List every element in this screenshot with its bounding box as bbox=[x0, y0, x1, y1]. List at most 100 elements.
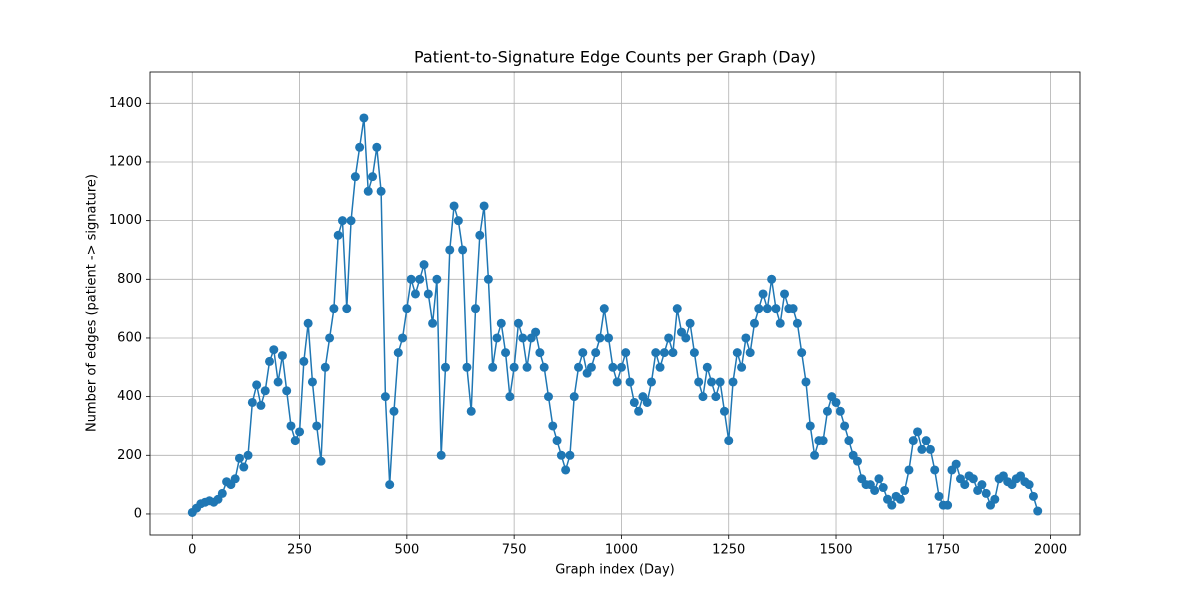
point-marker bbox=[775, 318, 785, 328]
point-marker bbox=[925, 444, 935, 454]
point-marker bbox=[651, 348, 661, 358]
point-marker bbox=[737, 362, 747, 372]
point-marker bbox=[548, 421, 558, 431]
x-tick-label: 1250 bbox=[712, 543, 745, 558]
point-marker bbox=[711, 392, 721, 402]
point-marker bbox=[492, 333, 502, 343]
point-marker bbox=[835, 406, 845, 416]
axes-frame bbox=[149, 71, 1081, 536]
point-marker bbox=[398, 333, 408, 343]
point-marker bbox=[230, 474, 240, 484]
point-marker bbox=[505, 392, 515, 402]
point-marker bbox=[518, 333, 528, 343]
point-marker bbox=[372, 142, 382, 152]
point-marker bbox=[913, 427, 923, 437]
point-marker bbox=[385, 480, 395, 490]
point-marker bbox=[531, 327, 541, 337]
point-marker bbox=[797, 348, 807, 358]
point-marker bbox=[745, 348, 755, 358]
point-marker bbox=[423, 289, 433, 299]
point-marker bbox=[1033, 506, 1043, 516]
point-marker bbox=[286, 421, 296, 431]
x-tick-label: 750 bbox=[502, 543, 527, 558]
x-tick-label: 1500 bbox=[819, 543, 852, 558]
point-marker bbox=[368, 172, 378, 182]
point-marker bbox=[299, 356, 309, 366]
point-marker bbox=[359, 113, 369, 123]
point-marker bbox=[629, 397, 639, 407]
point-marker bbox=[406, 274, 416, 284]
point-marker bbox=[346, 216, 356, 226]
point-marker bbox=[325, 333, 335, 343]
point-marker bbox=[655, 362, 665, 372]
point-marker bbox=[900, 485, 910, 495]
point-marker bbox=[428, 318, 438, 328]
point-marker bbox=[852, 456, 862, 466]
point-marker bbox=[887, 500, 897, 510]
point-marker bbox=[780, 289, 790, 299]
point-marker bbox=[870, 485, 880, 495]
point-marker bbox=[561, 465, 571, 475]
point-marker bbox=[316, 456, 326, 466]
point-marker bbox=[659, 348, 669, 358]
point-marker bbox=[513, 318, 523, 328]
point-marker bbox=[694, 377, 704, 387]
y-axis-label: Number of edges (patient -> signature) bbox=[85, 174, 100, 432]
point-marker bbox=[252, 380, 262, 390]
point-marker bbox=[702, 362, 712, 372]
point-marker bbox=[741, 333, 751, 343]
point-marker bbox=[981, 488, 991, 498]
point-marker bbox=[792, 318, 802, 328]
point-marker bbox=[672, 304, 682, 314]
y-tick-label: 400 bbox=[117, 389, 142, 404]
point-marker bbox=[239, 462, 249, 472]
point-marker bbox=[329, 304, 339, 314]
point-marker bbox=[453, 216, 463, 226]
point-marker bbox=[273, 377, 283, 387]
point-marker bbox=[844, 436, 854, 446]
point-marker bbox=[483, 274, 493, 284]
point-marker bbox=[312, 421, 322, 431]
point-marker bbox=[707, 377, 717, 387]
point-marker bbox=[625, 377, 635, 387]
point-marker bbox=[801, 377, 811, 387]
point-marker bbox=[917, 444, 927, 454]
x-tick-label: 1000 bbox=[605, 543, 638, 558]
point-marker bbox=[471, 304, 481, 314]
point-marker bbox=[788, 304, 798, 314]
point-marker bbox=[771, 304, 781, 314]
point-marker bbox=[466, 406, 476, 416]
point-marker bbox=[960, 480, 970, 490]
point-marker bbox=[496, 318, 506, 328]
point-marker bbox=[719, 406, 729, 416]
point-marker bbox=[685, 318, 695, 328]
point-marker bbox=[234, 453, 244, 463]
y-tick-label: 600 bbox=[117, 330, 142, 345]
point-marker bbox=[681, 333, 691, 343]
point-marker bbox=[260, 386, 270, 396]
point-marker bbox=[389, 406, 399, 416]
point-marker bbox=[509, 362, 519, 372]
point-marker bbox=[689, 348, 699, 358]
point-marker bbox=[904, 465, 914, 475]
point-marker bbox=[878, 483, 888, 493]
point-marker bbox=[535, 348, 545, 358]
point-marker bbox=[440, 362, 450, 372]
point-marker bbox=[556, 450, 566, 460]
point-marker bbox=[290, 436, 300, 446]
point-marker bbox=[393, 348, 403, 358]
point-marker bbox=[822, 406, 832, 416]
point-marker bbox=[256, 400, 266, 410]
point-marker bbox=[990, 494, 1000, 504]
point-marker bbox=[724, 436, 734, 446]
point-marker bbox=[591, 348, 601, 358]
point-marker bbox=[951, 459, 961, 469]
point-marker bbox=[307, 377, 317, 387]
point-marker bbox=[488, 362, 498, 372]
point-marker bbox=[539, 362, 549, 372]
point-marker bbox=[818, 436, 828, 446]
point-marker bbox=[355, 142, 365, 152]
y-tick-label: 0 bbox=[134, 506, 142, 521]
point-marker bbox=[265, 356, 275, 366]
